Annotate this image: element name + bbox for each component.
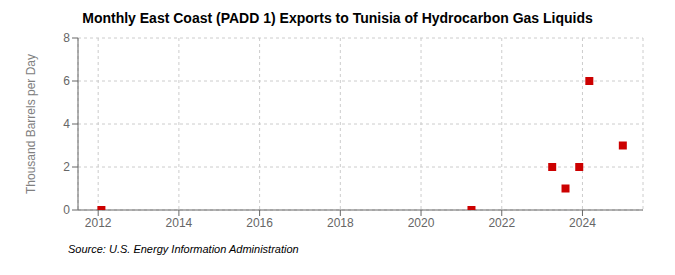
svg-text:4: 4 — [63, 117, 70, 131]
svg-text:2020: 2020 — [408, 216, 435, 230]
svg-text:2018: 2018 — [327, 216, 354, 230]
svg-text:8: 8 — [63, 31, 70, 45]
svg-text:6: 6 — [63, 74, 70, 88]
svg-text:0: 0 — [63, 203, 70, 217]
html-text:Source: U.S. Energy Informatio: Source: U.S. Energy Information Administ… — [68, 243, 299, 255]
svg-text:2016: 2016 — [246, 216, 273, 230]
svg-text:Thousand Barrels per Day: Thousand Barrels per Day — [24, 54, 38, 194]
svg-text:2012: 2012 — [85, 216, 112, 230]
svg-text:2014: 2014 — [166, 216, 193, 230]
svg-text:2022: 2022 — [488, 216, 515, 230]
html-text:Monthly East Coast (PADD 1) Ex: Monthly East Coast (PADD 1) Exports to T… — [82, 10, 593, 26]
svg-text:2: 2 — [63, 160, 70, 174]
svg-text:2024: 2024 — [569, 216, 596, 230]
